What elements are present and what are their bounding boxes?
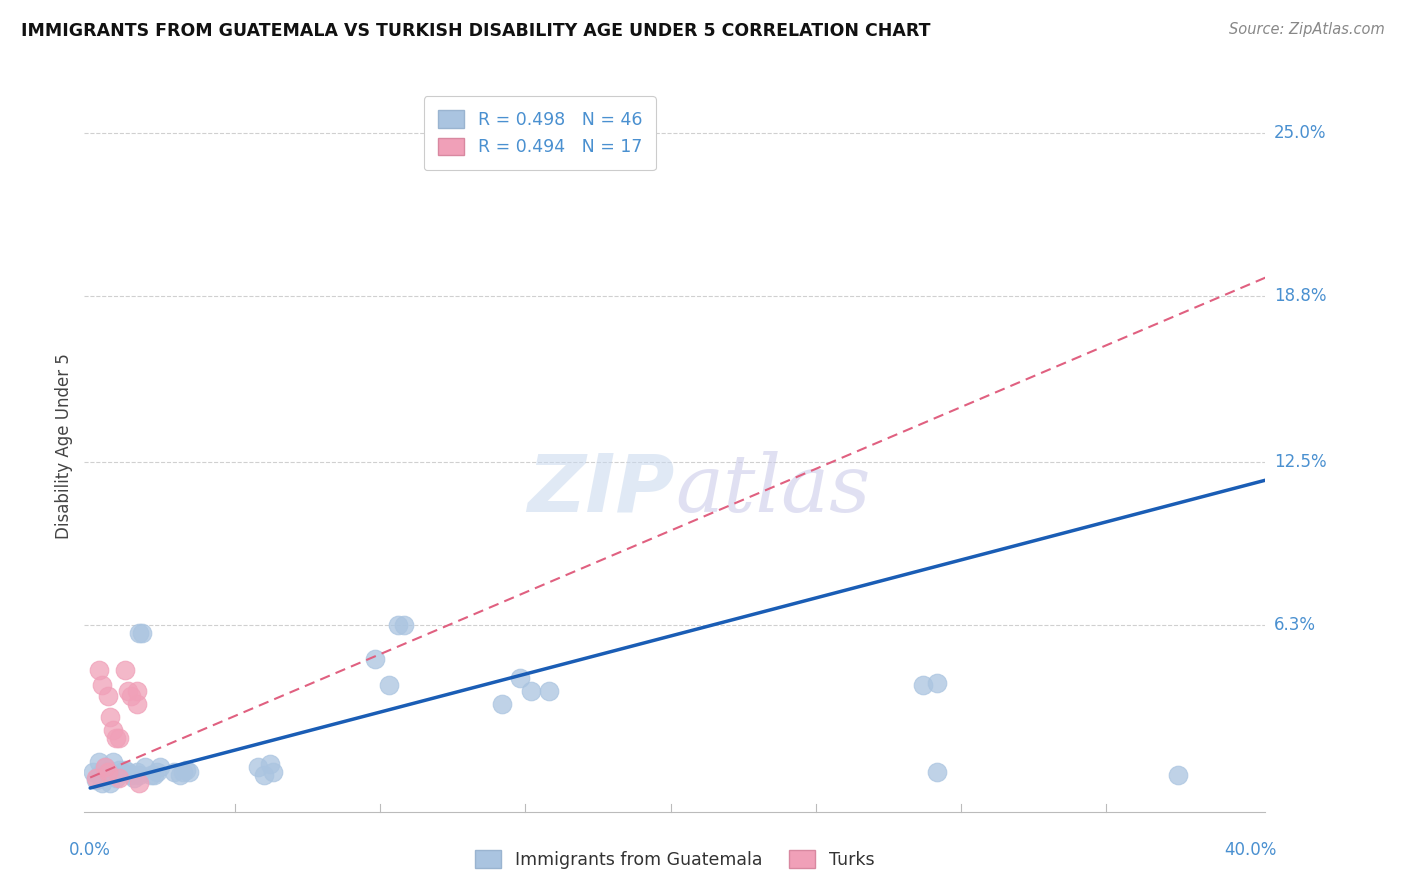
Y-axis label: Disability Age Under 5: Disability Age Under 5 bbox=[55, 353, 73, 539]
Point bbox=[117, 683, 139, 698]
Point bbox=[125, 765, 148, 780]
Text: 12.5%: 12.5% bbox=[1274, 453, 1327, 471]
Point bbox=[111, 765, 134, 780]
Point bbox=[108, 771, 131, 785]
Text: IMMIGRANTS FROM GUATEMALA VS TURKISH DISABILITY AGE UNDER 5 CORRELATION CHART: IMMIGRANTS FROM GUATEMALA VS TURKISH DIS… bbox=[21, 22, 931, 40]
Point bbox=[177, 765, 200, 780]
Point bbox=[509, 671, 531, 685]
Point bbox=[911, 678, 934, 692]
Point bbox=[122, 771, 145, 785]
Point bbox=[125, 697, 148, 711]
Point bbox=[172, 765, 194, 780]
Point bbox=[259, 757, 281, 772]
Point bbox=[105, 771, 128, 785]
Point bbox=[134, 760, 156, 774]
Point bbox=[108, 763, 131, 777]
Point bbox=[491, 697, 513, 711]
Point bbox=[103, 723, 125, 738]
Text: 6.3%: 6.3% bbox=[1274, 615, 1316, 634]
Point bbox=[131, 625, 153, 640]
Point bbox=[100, 776, 122, 790]
Legend: Immigrants from Guatemala, Turks: Immigrants from Guatemala, Turks bbox=[468, 844, 882, 876]
Point bbox=[392, 618, 415, 632]
Point bbox=[363, 652, 385, 666]
Point bbox=[84, 773, 107, 788]
Point bbox=[120, 768, 142, 782]
Point bbox=[84, 771, 107, 785]
Point bbox=[378, 678, 401, 692]
Point bbox=[253, 768, 276, 782]
Point bbox=[97, 765, 120, 780]
Point bbox=[387, 618, 409, 632]
Point bbox=[128, 625, 150, 640]
Point bbox=[108, 731, 131, 745]
Text: 18.8%: 18.8% bbox=[1274, 287, 1327, 305]
Point bbox=[105, 731, 128, 745]
Point bbox=[146, 765, 169, 780]
Point bbox=[93, 760, 115, 774]
Point bbox=[149, 760, 172, 774]
Point bbox=[97, 689, 120, 703]
Point bbox=[520, 683, 543, 698]
Text: Source: ZipAtlas.com: Source: ZipAtlas.com bbox=[1229, 22, 1385, 37]
Point bbox=[169, 768, 191, 782]
Point bbox=[87, 663, 110, 677]
Point bbox=[114, 663, 136, 677]
Point bbox=[100, 710, 122, 724]
Point bbox=[90, 678, 112, 692]
Point bbox=[97, 765, 120, 780]
Point bbox=[537, 683, 560, 698]
Point bbox=[927, 765, 949, 780]
Point bbox=[114, 763, 136, 777]
Text: ZIP: ZIP bbox=[527, 450, 675, 529]
Point bbox=[87, 755, 110, 769]
Point bbox=[262, 765, 284, 780]
Text: 40.0%: 40.0% bbox=[1225, 840, 1277, 859]
Point bbox=[93, 760, 115, 774]
Point bbox=[128, 776, 150, 790]
Text: atlas: atlas bbox=[675, 451, 870, 529]
Point bbox=[247, 760, 270, 774]
Point bbox=[82, 765, 104, 780]
Text: 0.0%: 0.0% bbox=[69, 840, 111, 859]
Point bbox=[103, 755, 125, 769]
Text: 25.0%: 25.0% bbox=[1274, 124, 1327, 142]
Point bbox=[927, 675, 949, 690]
Point bbox=[139, 768, 162, 782]
Point bbox=[90, 776, 112, 790]
Point bbox=[163, 765, 186, 780]
Point bbox=[117, 765, 139, 780]
Point bbox=[1167, 768, 1189, 782]
Point bbox=[143, 768, 166, 782]
Point bbox=[87, 768, 110, 782]
Point bbox=[120, 689, 142, 703]
Point bbox=[125, 683, 148, 698]
Point bbox=[128, 768, 150, 782]
Point bbox=[174, 763, 197, 777]
